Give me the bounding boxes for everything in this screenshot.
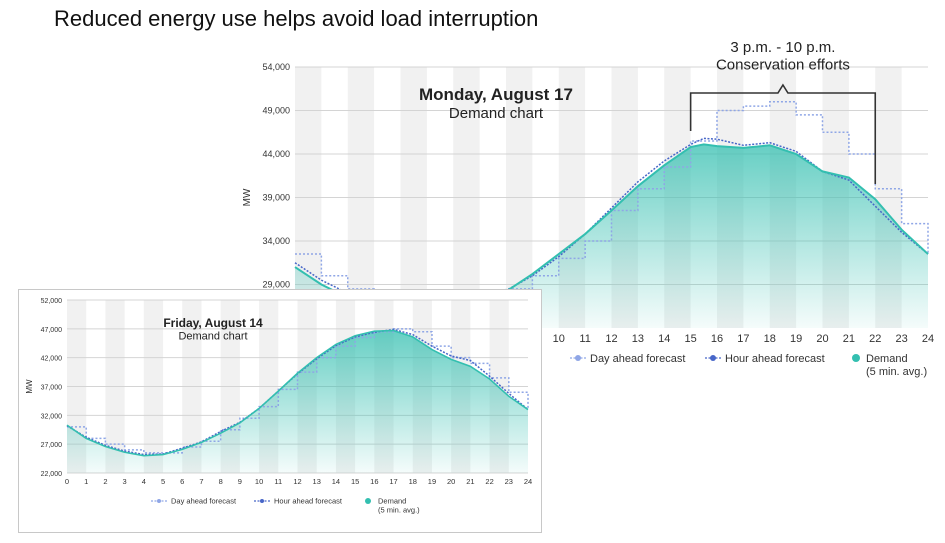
y-tick-label: 22,000 [41,471,63,478]
chart-title: Friday, August 14 [163,316,263,330]
chart-title: Monday, August 17 [419,85,573,104]
x-tick-label: 18 [409,477,417,486]
x-tick-label: 16 [370,477,378,486]
legend-demand-sublabel: (5 min. avg.) [866,366,927,378]
x-tick-label: 20 [447,477,455,486]
x-tick-label: 2 [103,477,107,486]
x-tick-label: 21 [466,477,474,486]
x-tick-label: 24 [922,333,934,345]
y-tick-label: 42,000 [41,356,63,363]
x-tick-label: 23 [505,477,513,486]
legend-demand-dot [365,498,371,504]
monday-demand-chart: 29,000 34,000 39,000 44,000 49,000 54,000 10 11… [242,40,934,378]
x-tick-label: 16 [711,333,723,345]
x-tick-label: 3 [123,477,127,486]
x-tick-label: 23 [896,333,908,345]
x-tick-label: 10 [255,477,263,486]
x-tick-label: 17 [737,333,749,345]
x-tick-label: 24 [524,477,532,486]
legend-day-ahead-dot [157,499,161,503]
x-tick-label: 19 [428,477,436,486]
legend-hour-ahead-label: Hour ahead forecast [274,497,343,506]
legend-hour-ahead-label: Hour ahead forecast [725,353,825,365]
x-tick-label: 6 [180,477,184,486]
x-tick-label: 22 [869,333,881,345]
x-tick-label: 0 [65,477,69,486]
x-tick-label: 20 [816,333,828,345]
y-axis-label: MW [25,379,34,394]
legend-hour-ahead-dot [710,355,716,361]
demand-line [66,329,529,457]
x-tick-label: 14 [658,333,670,345]
monday-chart-panel: 29,000 34,000 39,000 44,000 49,000 54,000 10 11… [240,40,945,380]
y-tick-label: 37,000 [41,385,63,392]
friday-chart-panel: 22,000 27,000 32,000 37,000 42,000 47,000 52,0… [18,289,542,533]
x-tick-label: 22 [485,477,493,486]
x-tick-label: 17 [389,477,397,486]
conservation-bracket [689,83,877,184]
friday-demand-chart: 22,000 27,000 32,000 37,000 42,000 47,000 52,0… [25,298,532,515]
x-tick-label: 10 [553,333,565,345]
annotation-conservation-label: Conservation efforts [716,56,850,73]
x-tick-label: 15 [351,477,359,486]
y-tick-label: 32,000 [41,413,63,420]
x-tick-label: 11 [274,477,282,486]
y-tick-label: 39,000 [262,193,290,203]
x-tick-label: 9 [238,477,242,486]
y-tick-label: 47,000 [41,327,63,334]
y-tick-label: 34,000 [262,236,290,246]
legend-day-ahead-label: Day ahead forecast [171,497,237,506]
x-tick-label: 19 [790,333,802,345]
y-tick-label: 44,000 [262,149,290,159]
annotation-time-range: 3 p.m. - 10 p.m. [730,40,835,56]
y-tick-label: 54,000 [262,62,290,72]
x-tick-label: 13 [632,333,644,345]
legend-demand-dot [852,354,860,362]
y-tick-label: 52,000 [41,298,63,305]
y-tick-label: 49,000 [262,106,290,116]
x-tick-label: 12 [293,477,301,486]
x-tick-label: 18 [764,333,776,345]
x-tick-label: 14 [332,477,340,486]
y-tick-label: 27,000 [41,442,63,449]
y-tick-label: 29,000 [262,280,290,290]
x-tick-label: 8 [219,477,223,486]
legend-demand-sublabel: (5 min. avg.) [378,506,420,515]
legend-day-ahead-dot [575,355,581,361]
legend-demand-label: Demand [378,497,406,506]
demand-area [67,330,528,473]
legend-hour-ahead-dot [260,499,264,503]
hour-ahead-forecast-line [294,137,929,318]
x-tick-label: 13 [313,477,321,486]
x-tick-label: 15 [685,333,697,345]
chart-subtitle: Demand chart [178,331,247,343]
legend-day-ahead-label: Day ahead forecast [590,353,685,365]
slide-title: Reduced energy use helps avoid load inte… [54,6,539,31]
x-tick-label: 12 [605,333,617,345]
x-tick-label: 7 [199,477,203,486]
x-tick-label: 21 [843,333,855,345]
x-tick-label: 5 [161,477,165,486]
x-tick-label: 11 [579,333,590,345]
y-axis-label: MW [242,188,253,206]
x-tick-label: 1 [84,477,88,486]
legend-demand-label: Demand [866,353,908,365]
chart-subtitle: Demand chart [449,105,544,122]
x-tick-label: 4 [142,477,146,486]
